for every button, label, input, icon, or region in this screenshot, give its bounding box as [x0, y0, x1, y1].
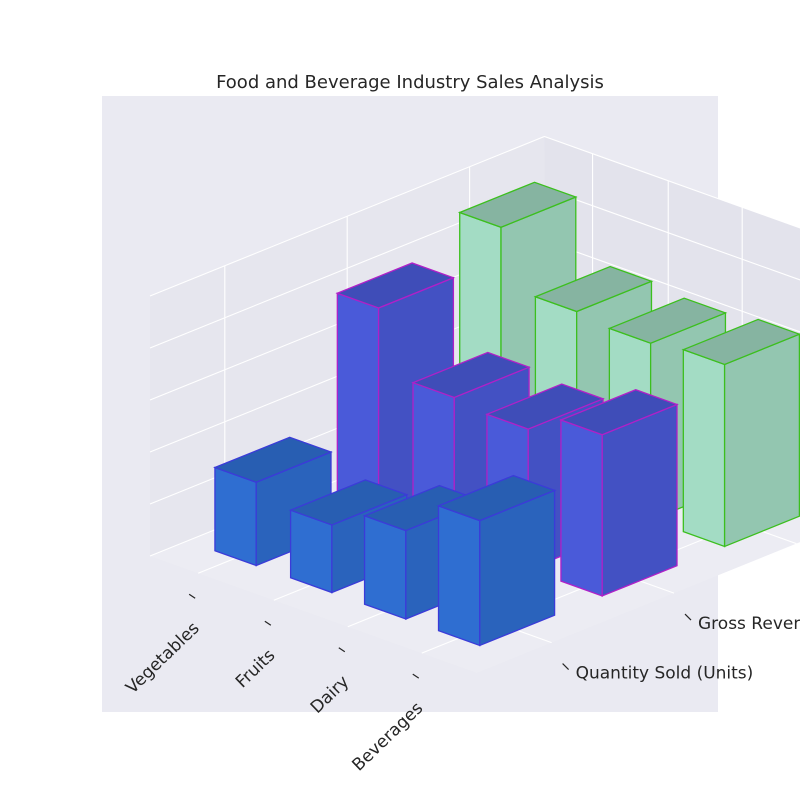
bar-front-face [214, 466, 257, 567]
bar-2-4 [559, 389, 679, 597]
y-tick [562, 663, 570, 671]
bar-top-face [559, 389, 679, 436]
bar-front-face [560, 419, 603, 597]
bar-front-face [437, 504, 481, 647]
x-tick [412, 673, 420, 679]
bar-top-face [485, 383, 605, 430]
z-grid-line [149, 135, 800, 297]
chart-title: Food and Beverage Industry Sales Analysi… [216, 72, 604, 93]
bar-top-face [533, 265, 654, 313]
bar-side-face [601, 403, 678, 597]
bars-group [213, 181, 800, 647]
bar-side-face [723, 333, 800, 548]
x-tick [188, 593, 196, 599]
bar-top-face [213, 436, 333, 483]
bar-top-face [681, 318, 800, 366]
x-tick [264, 620, 272, 626]
bar-top-face [436, 474, 557, 522]
bar-top-face [457, 181, 578, 228]
y-tick [684, 613, 692, 621]
bar-front-face [682, 348, 726, 548]
bar-3-4 [681, 318, 800, 548]
bar-1-4 [436, 474, 557, 647]
y-tick-label: Quantity Sold (Units) [576, 664, 754, 684]
y-tick-label: Gross Revenue ($) [698, 614, 800, 634]
tick-marks [188, 593, 692, 679]
bar-top-face [607, 297, 728, 344]
bar-top-face [335, 262, 456, 309]
x-tick [338, 647, 346, 653]
bar-front-face [363, 514, 407, 620]
bar-top-face [411, 351, 531, 399]
bar-top-face [288, 479, 409, 526]
